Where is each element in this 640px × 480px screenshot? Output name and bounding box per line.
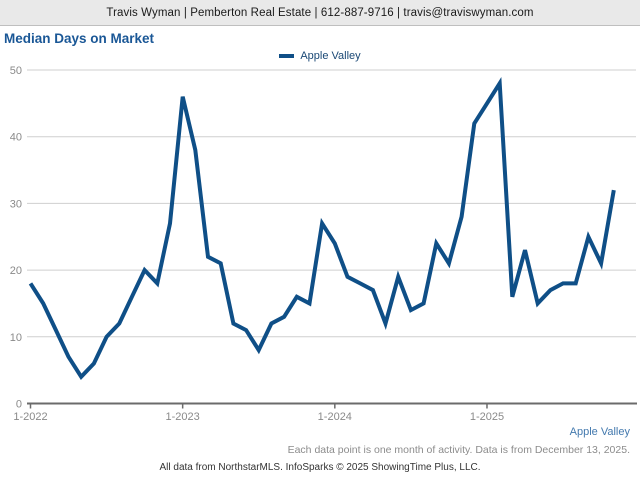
x-axis-label: 1-2024	[318, 411, 352, 423]
data-period-note: Each data point is one month of activity…	[287, 444, 630, 456]
y-axis-label: 0	[16, 399, 22, 411]
contact-header: Travis Wyman | Pemberton Real Estate | 6…	[0, 0, 640, 26]
legend-series-label: Apple Valley	[300, 50, 361, 62]
attribution-text: All data from NorthstarMLS. InfoSparks ©…	[159, 462, 481, 473]
legend-swatch	[279, 54, 295, 58]
y-axis-label: 20	[10, 265, 22, 277]
y-axis-label: 50	[10, 65, 22, 77]
contact-header-text: Travis Wyman | Pemberton Real Estate | 6…	[106, 6, 534, 19]
x-axis-label: 1-2023	[166, 411, 200, 423]
chart-title: Median Days on Market	[4, 31, 155, 46]
y-axis-label: 10	[10, 332, 22, 344]
x-axis-label: 1-2022	[13, 411, 47, 423]
series-line-apple-valley	[28, 76, 616, 381]
series-footer-link[interactable]: Apple Valley	[569, 426, 630, 438]
x-axis-label: 1-2025	[470, 411, 504, 423]
y-axis-label: 30	[10, 198, 22, 210]
legend: Apple Valley	[0, 49, 640, 63]
y-axis-label: 40	[10, 132, 22, 144]
